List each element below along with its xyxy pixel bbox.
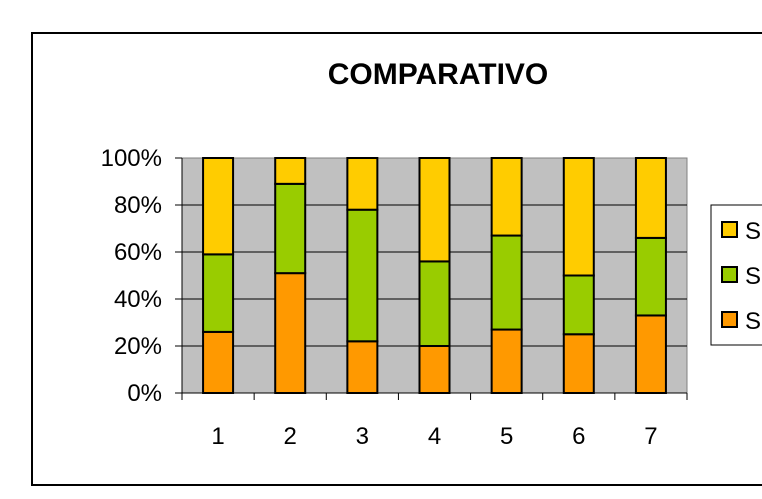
bar-segment (634, 236, 667, 317)
bar-segment (274, 272, 307, 394)
legend-swatch (721, 311, 738, 328)
bar-segment (202, 253, 235, 333)
bar-segment (202, 157, 235, 256)
bar-segment (346, 340, 379, 394)
bar-segment (346, 157, 379, 211)
legend-label: S (745, 263, 761, 290)
bar-segment (634, 157, 667, 239)
bar-segment (634, 314, 667, 395)
chart-title: COMPARATIVO (328, 58, 549, 91)
bar-segment (346, 208, 379, 343)
x-tick-label: 3 (356, 423, 369, 450)
bar-segment (562, 157, 595, 277)
legend-label: S (745, 218, 761, 245)
axes: 0% 20% 40% 60% 80% 100% 1 2 3 4 5 6 7 (101, 145, 688, 450)
y-tick-label: 100% (101, 145, 162, 172)
y-tick-label: 60% (114, 239, 162, 266)
x-tick-label: 4 (428, 423, 441, 450)
bar-segment (490, 328, 523, 394)
x-tick-label: 1 (211, 423, 224, 450)
x-tick-label: 6 (572, 423, 585, 450)
bar-segment (274, 157, 307, 185)
bar-segment (562, 333, 595, 394)
bar-segment (274, 182, 307, 275)
bar-segment (202, 330, 235, 394)
y-tick-label: 0% (127, 380, 162, 407)
legend-swatch (721, 266, 738, 283)
bar-segment (562, 274, 595, 336)
bar-segment (418, 345, 451, 394)
y-tick-label: 20% (114, 333, 162, 360)
legend-label: S (745, 308, 761, 335)
bars (202, 157, 667, 395)
bar-segment (418, 260, 451, 347)
x-tick-label: 7 (644, 423, 657, 450)
legend-swatch (721, 221, 738, 238)
bar-segment (418, 157, 451, 263)
bar-segment (490, 157, 523, 237)
bar-segment (490, 234, 523, 331)
x-tick-label: 5 (500, 423, 513, 450)
x-tick-label: 2 (284, 423, 297, 450)
y-tick-label: 40% (114, 286, 162, 313)
y-tick-label: 80% (114, 192, 162, 219)
legend: SSS (710, 204, 762, 346)
